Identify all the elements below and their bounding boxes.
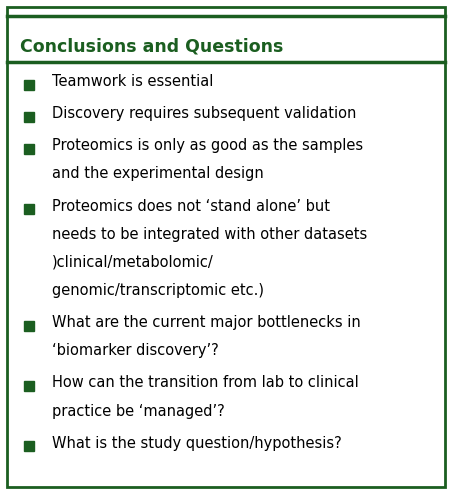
- Text: needs to be integrated with other datasets: needs to be integrated with other datase…: [52, 227, 366, 242]
- Text: How can the transition from lab to clinical: How can the transition from lab to clini…: [52, 375, 358, 390]
- Text: and the experimental design: and the experimental design: [52, 166, 263, 181]
- Text: What is the study question/hypothesis?: What is the study question/hypothesis?: [52, 436, 341, 451]
- Text: Proteomics does not ‘stand alone’ but: Proteomics does not ‘stand alone’ but: [52, 199, 329, 213]
- Text: Conclusions and Questions: Conclusions and Questions: [20, 37, 283, 55]
- Text: Proteomics is only as good as the samples: Proteomics is only as good as the sample…: [52, 138, 362, 153]
- Text: Discovery requires subsequent validation: Discovery requires subsequent validation: [52, 106, 355, 121]
- Text: )clinical/metabolomic/: )clinical/metabolomic/: [52, 255, 213, 270]
- Text: genomic/transcriptomic etc.): genomic/transcriptomic etc.): [52, 283, 263, 298]
- Text: ‘biomarker discovery’?: ‘biomarker discovery’?: [52, 343, 218, 358]
- Text: What are the current major bottlenecks in: What are the current major bottlenecks i…: [52, 315, 360, 330]
- Text: Teamwork is essential: Teamwork is essential: [52, 74, 213, 89]
- Text: practice be ‘managed’?: practice be ‘managed’?: [52, 404, 224, 418]
